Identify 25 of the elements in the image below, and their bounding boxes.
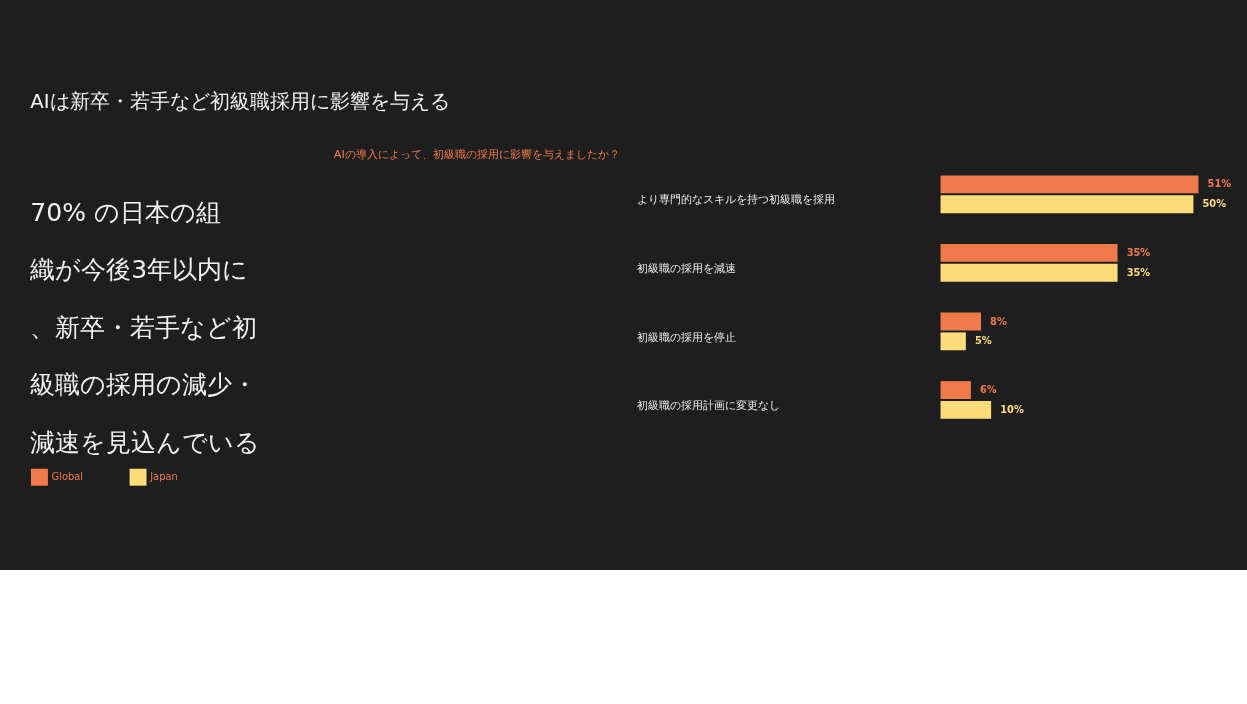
bar (940, 195, 1194, 214)
data-label: 35% (1126, 266, 1151, 278)
data-label: 51% (1207, 178, 1232, 190)
data-label: 50% (1202, 198, 1227, 210)
data-label: 10% (1000, 403, 1024, 415)
y-tick-label: より専門的なスキルを持つ初級職を採用 (637, 192, 836, 207)
data-label: 5% (974, 335, 992, 347)
data-label: 8% (990, 315, 1007, 327)
y-tick-label: 初級職の採用を停止 (637, 329, 737, 344)
text: AIは新卒・若手など初級職採用に影響を与える (30, 89, 450, 113)
y-tick-label: 初級職の採用を減速 (637, 260, 737, 275)
bar (940, 175, 1199, 194)
legend-label: Japan (149, 471, 178, 483)
bar (940, 401, 992, 419)
bar (940, 243, 1118, 262)
bar (940, 263, 1118, 282)
bar (940, 381, 971, 400)
data-label: 6% (980, 384, 997, 396)
bar (940, 312, 982, 331)
bar (940, 332, 966, 351)
text: AIの導入によって、初級職の採用に影響を与えましたか？ (333, 147, 620, 162)
data-label: 35% (1126, 246, 1151, 258)
legend-label: Global (51, 471, 84, 483)
y-tick-label: 初級職の採用計画に変更なし (637, 398, 781, 413)
text: 70% の日本の組織が今後3年以内に、新卒・若手など初級職の採用の減少・減速を見込んでいる (29, 197, 261, 458)
